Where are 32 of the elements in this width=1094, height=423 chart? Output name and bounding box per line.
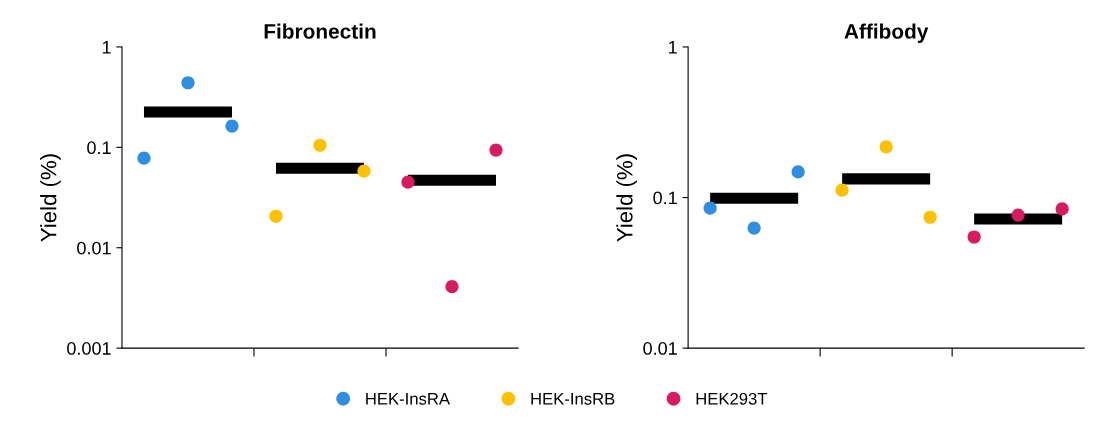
legend-label: HEK293T bbox=[696, 392, 768, 405]
point bbox=[269, 209, 283, 223]
point bbox=[401, 175, 415, 189]
chart-title: Affibody bbox=[844, 23, 929, 43]
point bbox=[791, 165, 805, 179]
point bbox=[747, 221, 761, 235]
point bbox=[445, 280, 459, 294]
y-axis-title: Yield (%) bbox=[616, 154, 638, 242]
point bbox=[923, 210, 937, 224]
y-tick-label: 0.1 bbox=[653, 191, 677, 205]
y-tick-label: 0.1 bbox=[87, 141, 111, 155]
y-tick-label: 0.01 bbox=[643, 342, 677, 355]
y-axis-title: Yield (%) bbox=[40, 154, 61, 242]
point bbox=[137, 151, 151, 165]
point bbox=[1055, 202, 1069, 216]
legend-label: HEK-InsRB bbox=[531, 393, 615, 405]
point bbox=[703, 201, 717, 215]
legend-label: HEK-InsRA bbox=[366, 393, 451, 405]
y-tick-label: 0.001 bbox=[67, 342, 111, 355]
point bbox=[1011, 208, 1025, 222]
point bbox=[879, 140, 893, 154]
point bbox=[835, 183, 849, 197]
chart-title: Fibronectin bbox=[264, 23, 376, 39]
y-tick-label: 0.01 bbox=[77, 241, 111, 255]
point bbox=[225, 119, 239, 133]
point bbox=[489, 143, 503, 157]
point bbox=[181, 76, 195, 90]
point bbox=[967, 230, 981, 244]
point bbox=[313, 138, 327, 152]
point bbox=[357, 164, 371, 178]
y-tick-label: 1 bbox=[102, 41, 111, 54]
y-tick-label: 1 bbox=[669, 41, 677, 54]
